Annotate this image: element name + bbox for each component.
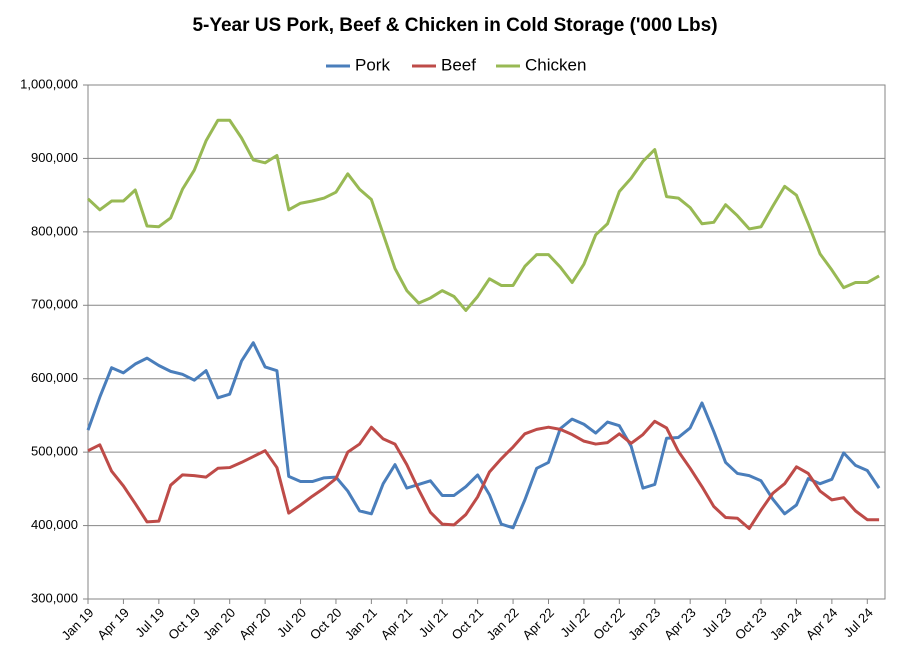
x-tick-label: Jan 21 bbox=[342, 605, 380, 643]
x-tick-label: Jul 20 bbox=[274, 605, 309, 640]
x-tick-label: Jul 21 bbox=[416, 605, 451, 640]
x-tick-label: Oct 19 bbox=[165, 605, 203, 643]
x-tick-label: Apr 21 bbox=[378, 605, 416, 643]
x-tick-label: Apr 19 bbox=[94, 605, 132, 643]
y-tick-label: 1,000,000 bbox=[20, 76, 78, 91]
series-line bbox=[86, 341, 881, 530]
x-tick-label: Jul 23 bbox=[699, 605, 734, 640]
plot-area bbox=[87, 84, 886, 600]
x-tick-label: Apr 23 bbox=[661, 605, 699, 643]
y-tick-label: 700,000 bbox=[31, 297, 78, 312]
x-tick-label: Jul 24 bbox=[841, 605, 876, 640]
x-tick-label: Apr 20 bbox=[236, 605, 274, 643]
series-line bbox=[87, 419, 880, 531]
y-tick-label: 800,000 bbox=[31, 223, 78, 238]
x-tick-label: Jan 23 bbox=[625, 605, 663, 643]
x-tick-label: Oct 23 bbox=[732, 605, 770, 643]
chart-title: 5-Year US Pork, Beef & Chicken in Cold S… bbox=[192, 15, 717, 36]
x-tick-label: Jan 20 bbox=[200, 605, 238, 643]
y-tick-label: 400,000 bbox=[31, 517, 78, 532]
x-tick-label: Jan 22 bbox=[483, 605, 521, 643]
x-tick-label: Jan 24 bbox=[767, 605, 805, 643]
x-tick-label: Apr 24 bbox=[803, 605, 841, 643]
y-tick-label: 500,000 bbox=[31, 444, 78, 459]
legend-label: Pork bbox=[355, 55, 390, 74]
x-tick-label: Oct 22 bbox=[590, 605, 628, 643]
legend-label: Chicken bbox=[525, 55, 586, 74]
legend-label: Beef bbox=[441, 55, 476, 74]
x-tick-label: Oct 21 bbox=[449, 605, 487, 643]
x-tick-label: Oct 20 bbox=[307, 605, 345, 643]
series-line bbox=[86, 118, 880, 312]
x-tick-label: Apr 22 bbox=[519, 605, 557, 643]
x-tick-label: Jul 19 bbox=[132, 605, 167, 640]
y-tick-label: 900,000 bbox=[31, 150, 78, 165]
y-tick-label: 300,000 bbox=[31, 590, 78, 605]
x-tick-label: Jan 19 bbox=[58, 605, 96, 643]
y-tick-label: 600,000 bbox=[31, 370, 78, 385]
x-tick-label: Jul 22 bbox=[557, 605, 592, 640]
